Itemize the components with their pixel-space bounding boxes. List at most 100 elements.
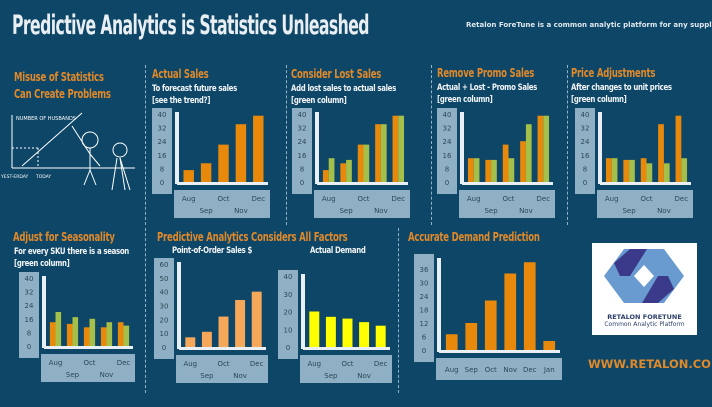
bar xyxy=(663,163,670,182)
x-axis-box xyxy=(459,190,555,218)
actual-title: Actual Sales xyxy=(152,66,209,81)
bar xyxy=(398,115,405,182)
y-tick-label: 0 xyxy=(162,344,166,352)
bar xyxy=(49,322,56,346)
bar xyxy=(83,327,90,346)
retalon-logo: RETALON FORETUNE Common Analytic Platfor… xyxy=(592,243,697,335)
x-axis-line xyxy=(600,182,691,185)
bar xyxy=(218,316,229,347)
bar xyxy=(328,158,335,182)
page-title: Predictive Analytics is Statistics Unlea… xyxy=(12,10,369,41)
bar xyxy=(251,291,262,347)
divider xyxy=(398,228,399,393)
x-tick-label: Nov xyxy=(374,207,388,215)
y-axis-box xyxy=(437,108,457,194)
x-tick-label: Nov xyxy=(503,366,517,374)
x-tick-label: Dec xyxy=(392,195,406,203)
bar xyxy=(185,337,196,347)
comic-y-label: NUMBER OF HUSBANDS xyxy=(16,116,76,122)
x-tick-label: Sep xyxy=(324,372,338,380)
bar xyxy=(543,341,556,350)
y-axis-line xyxy=(42,276,46,348)
bar xyxy=(201,331,212,347)
x-tick-label: Aug xyxy=(605,195,619,203)
season-sub-2: [green column] xyxy=(14,259,70,269)
y-tick-label: 32 xyxy=(443,125,452,133)
x-tick-label: Oct xyxy=(640,195,652,203)
x-tick-label: Dec xyxy=(537,195,551,203)
x-tick-label: Oct xyxy=(341,360,353,368)
y-tick-label: 30 xyxy=(284,291,293,299)
y-tick-label: 16 xyxy=(298,152,307,160)
y-tick-label: 40 xyxy=(581,111,590,119)
x-axis-line xyxy=(462,182,553,185)
y-tick-label: 10 xyxy=(284,326,293,334)
y-axis-line xyxy=(437,258,441,352)
x-tick-label: Sep xyxy=(484,207,498,215)
x-axis-line xyxy=(44,346,133,349)
website-link[interactable]: WWW.RETALON.COM xyxy=(588,357,712,371)
bar xyxy=(322,170,329,182)
misuse-title-2: Can Create Problems xyxy=(14,86,111,101)
bar xyxy=(543,115,550,182)
bar xyxy=(359,322,370,347)
bar xyxy=(520,141,526,182)
lost-sub-1: Add lost sales to actual sales xyxy=(291,84,396,94)
bar xyxy=(640,158,647,182)
x-tick-label: Dec xyxy=(250,360,264,368)
y-axis-box xyxy=(278,270,298,359)
x-axis-box xyxy=(314,190,410,218)
y-axis-box xyxy=(292,108,312,194)
x-tick-label: Sep xyxy=(622,207,636,215)
bar xyxy=(342,318,353,347)
x-tick-label: Nov xyxy=(234,207,248,215)
lost-sub-2: [green column] xyxy=(291,96,347,106)
comic-x-yesterday: YEST-ERDAY xyxy=(0,174,28,180)
season-title: Adjust for Seasonality xyxy=(13,229,115,244)
x-axis-box xyxy=(174,190,270,218)
y-axis-line xyxy=(175,112,179,184)
x-tick-label: Aug xyxy=(49,359,63,367)
misuse-title-1: Misuse of Statistics xyxy=(14,69,104,84)
y-tick-label: 40 xyxy=(298,111,307,119)
bar xyxy=(183,170,194,182)
bar xyxy=(611,158,618,182)
bar xyxy=(235,299,246,347)
bar xyxy=(467,158,474,182)
factors-title: Predictive Analytics Considers All Facto… xyxy=(157,229,348,244)
bar xyxy=(629,159,635,182)
y-tick-label: 20 xyxy=(284,309,293,317)
y-axis-line xyxy=(301,274,305,349)
bar xyxy=(253,115,264,182)
x-axis-line xyxy=(179,347,266,350)
actual-sub-1: To forecast future sales xyxy=(152,84,237,94)
y-tick-label: 0 xyxy=(445,179,449,187)
bar xyxy=(675,115,682,182)
x-tick-label: Nov xyxy=(657,207,671,215)
bar xyxy=(491,159,497,182)
y-tick-label: 16 xyxy=(25,316,34,324)
price-title: Price Adjustments xyxy=(571,65,656,80)
x-tick-label: Nov xyxy=(100,371,114,379)
bar xyxy=(658,124,664,182)
y-axis-box xyxy=(152,108,172,194)
bar xyxy=(375,124,381,182)
season-sub-1: For every SKU there is a season xyxy=(14,247,129,257)
y-tick-label: 0 xyxy=(300,179,304,187)
x-tick-label: Sep xyxy=(465,366,479,374)
y-tick-label: 10 xyxy=(160,330,169,338)
x-axis-box xyxy=(176,355,268,383)
y-tick-label: 24 xyxy=(298,138,307,146)
y-tick-label: 18 xyxy=(420,307,429,315)
x-tick-label: Oct xyxy=(357,195,369,203)
y-tick-label: 8 xyxy=(160,165,164,173)
bar xyxy=(117,322,124,346)
promo-sub-1: Actual + Lost - Promo Sales xyxy=(437,83,538,93)
y-tick-label: 6 xyxy=(422,334,427,342)
y-tick-label: 24 xyxy=(158,138,167,146)
x-tick-label: Oct xyxy=(217,360,229,368)
y-axis-box xyxy=(575,108,595,194)
